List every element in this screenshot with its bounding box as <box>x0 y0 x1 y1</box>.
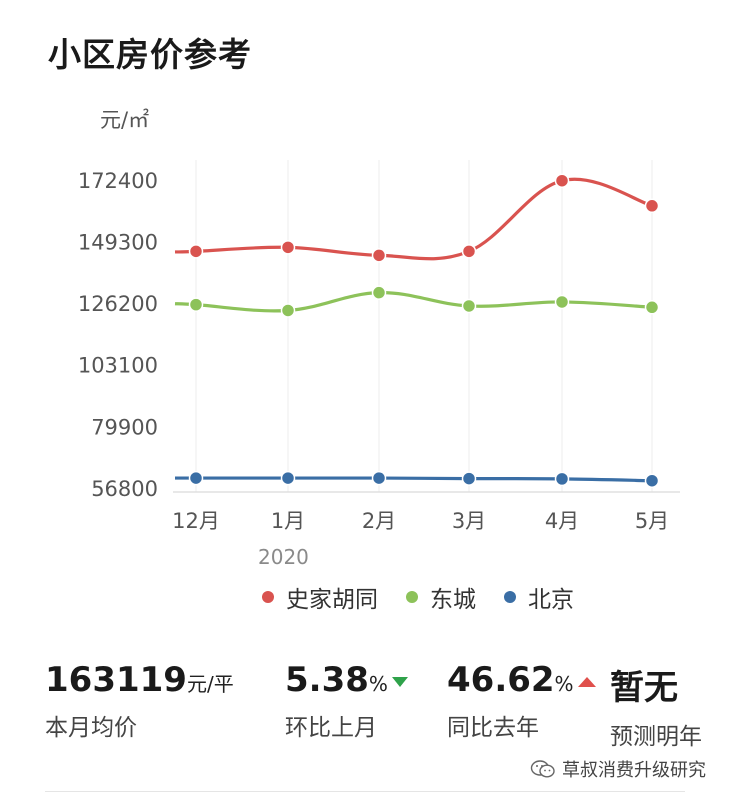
data-point-2 <box>644 473 660 488</box>
data-point-1 <box>280 303 296 318</box>
y-tick-label: 149300 <box>78 231 158 255</box>
data-point-2 <box>554 471 570 487</box>
stat-label: 同比去年 <box>447 715 539 741</box>
stat-value: 暂无 <box>610 668 678 708</box>
data-point-1 <box>644 300 660 315</box>
data-point-0 <box>371 248 387 263</box>
data-point-1 <box>461 298 477 314</box>
legend-dot-icon <box>406 591 418 603</box>
series-line-1 <box>174 291 653 313</box>
data-point-2 <box>188 470 204 486</box>
data-point-2 <box>371 470 387 486</box>
data-point-0 <box>554 173 570 188</box>
y-tick-label: 79900 <box>91 415 158 439</box>
data-point-2 <box>280 470 296 486</box>
y-tick-label: 172400 <box>78 169 158 193</box>
data-point-0 <box>644 198 660 214</box>
stat-label: 本月均价 <box>45 715 137 741</box>
series-line-2 <box>175 476 653 483</box>
stat-value: 46.62 <box>447 660 555 700</box>
y-tick-label: 103100 <box>78 354 158 378</box>
stat-value-row: 5.38% <box>285 660 408 700</box>
data-point-1 <box>371 285 387 300</box>
data-point-0 <box>280 240 296 255</box>
watermark-text: 草叔消费升级研究 <box>562 760 706 781</box>
stat-year-over-year: 46.62% 同比去年 <box>447 660 596 742</box>
stat-month-over-month: 5.38% 环比上月 <box>285 660 408 742</box>
legend-item-series-1[interactable]: 东城 <box>406 580 476 614</box>
data-point-0 <box>188 244 204 259</box>
stat-value-row: 暂无 <box>610 660 702 709</box>
page-title: 小区房价参考 <box>48 35 252 74</box>
stat-next-year-forecast: 暂无 预测明年 <box>610 660 702 751</box>
x-tick-label: 2月 <box>362 509 396 533</box>
y-tick-label: 56800 <box>91 477 158 501</box>
y-tick-label: 126200 <box>78 292 158 316</box>
stat-value: 5.38 <box>285 660 369 700</box>
stat-monthly-average: 163119元/平 本月均价 <box>45 660 234 742</box>
legend-label: 北京 <box>528 587 574 613</box>
x-tick-label: 5月 <box>635 509 669 533</box>
divider <box>45 791 685 792</box>
stat-unit: 元/平 <box>186 672 234 696</box>
data-point-0 <box>461 244 477 259</box>
y-axis-unit: 元/㎡ <box>100 108 150 132</box>
stat-unit: % <box>368 672 388 696</box>
x-tick-label: 3月 <box>452 509 486 533</box>
legend-dot-icon <box>504 591 516 603</box>
stat-value-row: 46.62% <box>447 660 596 700</box>
legend-item-series-0[interactable]: 史家胡同 <box>262 580 378 614</box>
stat-value-row: 163119元/平 <box>45 660 234 700</box>
x-tick-label: 4月 <box>545 509 579 533</box>
data-point-2 <box>461 471 477 486</box>
series-line-0 <box>174 177 653 261</box>
stat-value: 163119 <box>45 660 187 700</box>
x-tick-label: 1月 <box>271 509 305 533</box>
data-point-1 <box>188 297 204 312</box>
stat-label: 环比上月 <box>285 715 377 741</box>
wechat-icon <box>530 760 555 778</box>
legend-dot-icon <box>262 591 274 603</box>
stats-row: 163119元/平 本月均价 5.38% 环比上月 46.62% 同比去年 暂无… <box>0 660 730 750</box>
x-axis-year: 2020 <box>258 545 309 569</box>
data-point-1 <box>554 294 570 310</box>
trend-up-icon <box>577 676 596 687</box>
legend-label: 东城 <box>430 587 476 613</box>
legend-item-series-2[interactable]: 北京 <box>504 580 574 614</box>
chart-legend: 史家胡同 东城 北京 <box>262 580 574 614</box>
stat-unit: % <box>554 672 574 696</box>
x-tick-label: 12月 <box>172 509 220 533</box>
watermark: 草叔消费升级研究 <box>530 756 706 782</box>
trend-down-icon <box>391 676 408 687</box>
price-line-chart: 56800 79900 103100 126200 149300 172400 12月 1月 2… <box>78 160 680 533</box>
stat-label: 预测明年 <box>610 724 702 750</box>
legend-label: 史家胡同 <box>286 587 378 613</box>
